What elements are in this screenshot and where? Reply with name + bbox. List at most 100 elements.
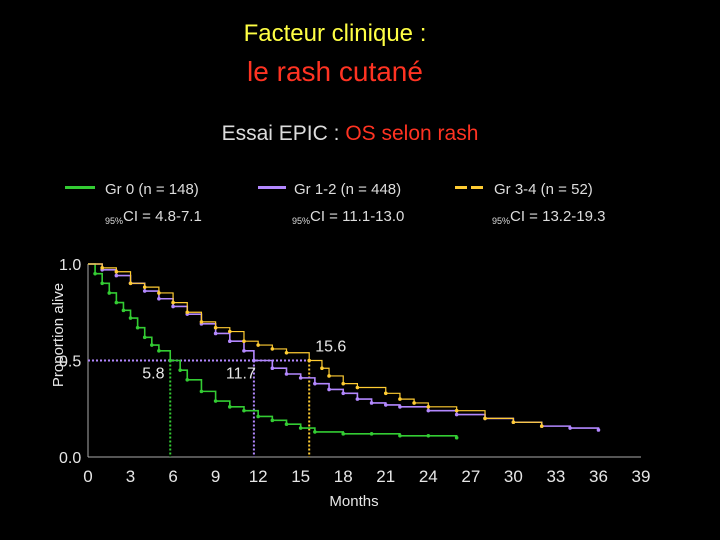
data-point (114, 269, 119, 274)
subtitle-os: OS selon rash (345, 122, 479, 145)
survival-curves (88, 263, 601, 440)
x-tick-label: 27 (461, 467, 480, 486)
data-point (369, 401, 374, 405)
legend-ci-prefix-gr0: 95% (105, 216, 124, 226)
data-point (199, 320, 204, 324)
legend-ci-gr34: 95%CI = 13.2-19.3 (492, 208, 606, 226)
data-point (121, 308, 126, 313)
x-tick-label: 0 (83, 467, 92, 486)
data-point (142, 289, 147, 293)
data-point (284, 350, 289, 355)
data-point (412, 401, 416, 405)
data-point (341, 432, 346, 436)
data-point (369, 432, 374, 436)
legend-label-gr34: Gr 3-4 (n = 52) (494, 181, 593, 198)
x-tick-label: 6 (168, 467, 177, 486)
data-point (270, 347, 275, 351)
median-label: 5.8 (142, 366, 164, 383)
data-point (270, 366, 275, 371)
data-point (142, 285, 147, 289)
data-point (142, 335, 147, 340)
survival-curve (88, 263, 543, 427)
x-tick-label: 9 (211, 467, 220, 486)
data-point (355, 385, 360, 390)
data-point (454, 412, 459, 417)
data-point (313, 430, 317, 434)
data-point (157, 296, 161, 301)
data-point (313, 381, 317, 386)
y-tick-label: 0.5 (59, 354, 81, 371)
x-tick-label: 30 (504, 467, 523, 486)
data-point (128, 316, 133, 320)
data-point (426, 405, 431, 409)
x-tick-label: 36 (589, 467, 608, 486)
x-tick-label: 39 (632, 467, 651, 486)
data-point (114, 273, 119, 278)
data-point (242, 349, 246, 353)
legend-ci-prefix-gr12: 95% (292, 216, 311, 226)
legend-ci-prefix-gr34: 95% (492, 216, 511, 226)
data-point (213, 331, 218, 336)
data-point (178, 368, 182, 372)
data-point (128, 281, 133, 286)
data-point (157, 291, 161, 295)
data-point (256, 414, 260, 419)
x-tick-label: 21 (376, 467, 395, 486)
chart-labels: 0 3 6 9 12 15 18 21 24 27 30 33 36 390.00.51.0MonthsP… (50, 257, 650, 510)
data-point (398, 397, 402, 401)
x-tick-label: 3 (126, 467, 135, 486)
title-line1: Facteur clinique : (243, 20, 427, 47)
subtitle-trial: Essai EPIC : (221, 122, 346, 145)
data-point (100, 266, 104, 270)
data-point (213, 325, 218, 330)
data-point (135, 325, 140, 330)
median-markers (88, 359, 311, 457)
data-point (454, 408, 459, 413)
chart-subtitle: Essai EPIC : OS selon rash (0, 122, 700, 146)
data-point (398, 433, 402, 438)
legend-swatch-gr34 (455, 186, 485, 189)
data-point (168, 358, 173, 363)
data-point (426, 408, 431, 413)
legend-swatch-gr0 (65, 186, 95, 189)
x-tick-label: 33 (546, 467, 565, 486)
data-point (252, 358, 256, 363)
legend-ci-text-gr12: CI = 11.1-13.0 (310, 208, 405, 225)
data-point (171, 300, 175, 305)
data-point (383, 403, 388, 407)
data-point (539, 424, 544, 428)
x-axis-label: Months (329, 493, 378, 510)
data-point (398, 405, 402, 409)
data-point (426, 433, 431, 438)
data-point (383, 391, 388, 396)
data-point (284, 422, 289, 426)
y-tick-label: 1.0 (59, 257, 81, 274)
legend-ci-gr0: 95%CI = 4.8-7.1 (105, 208, 202, 226)
data-point (256, 343, 260, 347)
data-point (227, 405, 232, 409)
x-tick-label: 18 (334, 467, 353, 486)
data-point (270, 418, 275, 423)
data-point (320, 366, 324, 371)
data-point (199, 389, 204, 394)
data-point (107, 291, 112, 295)
data-point (242, 339, 246, 344)
data-point (355, 397, 360, 401)
data-point (93, 271, 97, 276)
data-point (307, 358, 312, 363)
data-point (157, 349, 161, 353)
data-point (511, 420, 516, 425)
y-axis-label: Proportion alive (50, 283, 67, 387)
data-point (298, 426, 303, 430)
data-point (213, 399, 218, 403)
median-label: 11.7 (226, 366, 256, 383)
data-point (483, 416, 487, 421)
data-point (327, 387, 331, 392)
legend-ci-text-gr0: CI = 4.8-7.1 (123, 208, 202, 225)
data-point (114, 300, 119, 305)
data-point (298, 376, 303, 380)
data-point (568, 426, 572, 430)
data-point (100, 281, 104, 286)
legend-ci-gr12: 95%CI = 11.1-13.0 (292, 208, 404, 226)
